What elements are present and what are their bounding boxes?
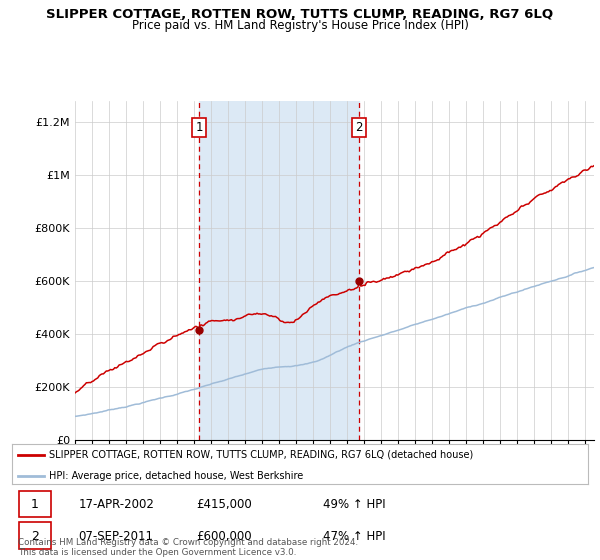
Bar	[199, 101, 359, 440]
Text: HPI: Average price, detached house, West Berkshire: HPI: Average price, detached house, West…	[49, 470, 304, 480]
Text: 1: 1	[195, 121, 203, 134]
Text: 47% ↑ HPI: 47% ↑ HPI	[323, 530, 386, 543]
Text: Contains HM Land Registry data © Crown copyright and database right 2024.
This d: Contains HM Land Registry data © Crown c…	[18, 538, 358, 557]
Text: 2: 2	[31, 530, 39, 543]
Text: £415,000: £415,000	[196, 498, 252, 511]
Text: 1: 1	[31, 498, 39, 511]
Text: SLIPPER COTTAGE, ROTTEN ROW, TUTTS CLUMP, READING, RG7 6LQ (detached house): SLIPPER COTTAGE, ROTTEN ROW, TUTTS CLUMP…	[49, 450, 473, 460]
Text: 2: 2	[355, 121, 362, 134]
FancyBboxPatch shape	[19, 522, 51, 549]
Text: £600,000: £600,000	[196, 530, 252, 543]
Text: Price paid vs. HM Land Registry's House Price Index (HPI): Price paid vs. HM Land Registry's House …	[131, 19, 469, 32]
FancyBboxPatch shape	[19, 491, 51, 517]
Text: SLIPPER COTTAGE, ROTTEN ROW, TUTTS CLUMP, READING, RG7 6LQ: SLIPPER COTTAGE, ROTTEN ROW, TUTTS CLUMP…	[46, 8, 554, 21]
Text: 17-APR-2002: 17-APR-2002	[78, 498, 154, 511]
Text: 49% ↑ HPI: 49% ↑ HPI	[323, 498, 386, 511]
Text: 07-SEP-2011: 07-SEP-2011	[78, 530, 153, 543]
